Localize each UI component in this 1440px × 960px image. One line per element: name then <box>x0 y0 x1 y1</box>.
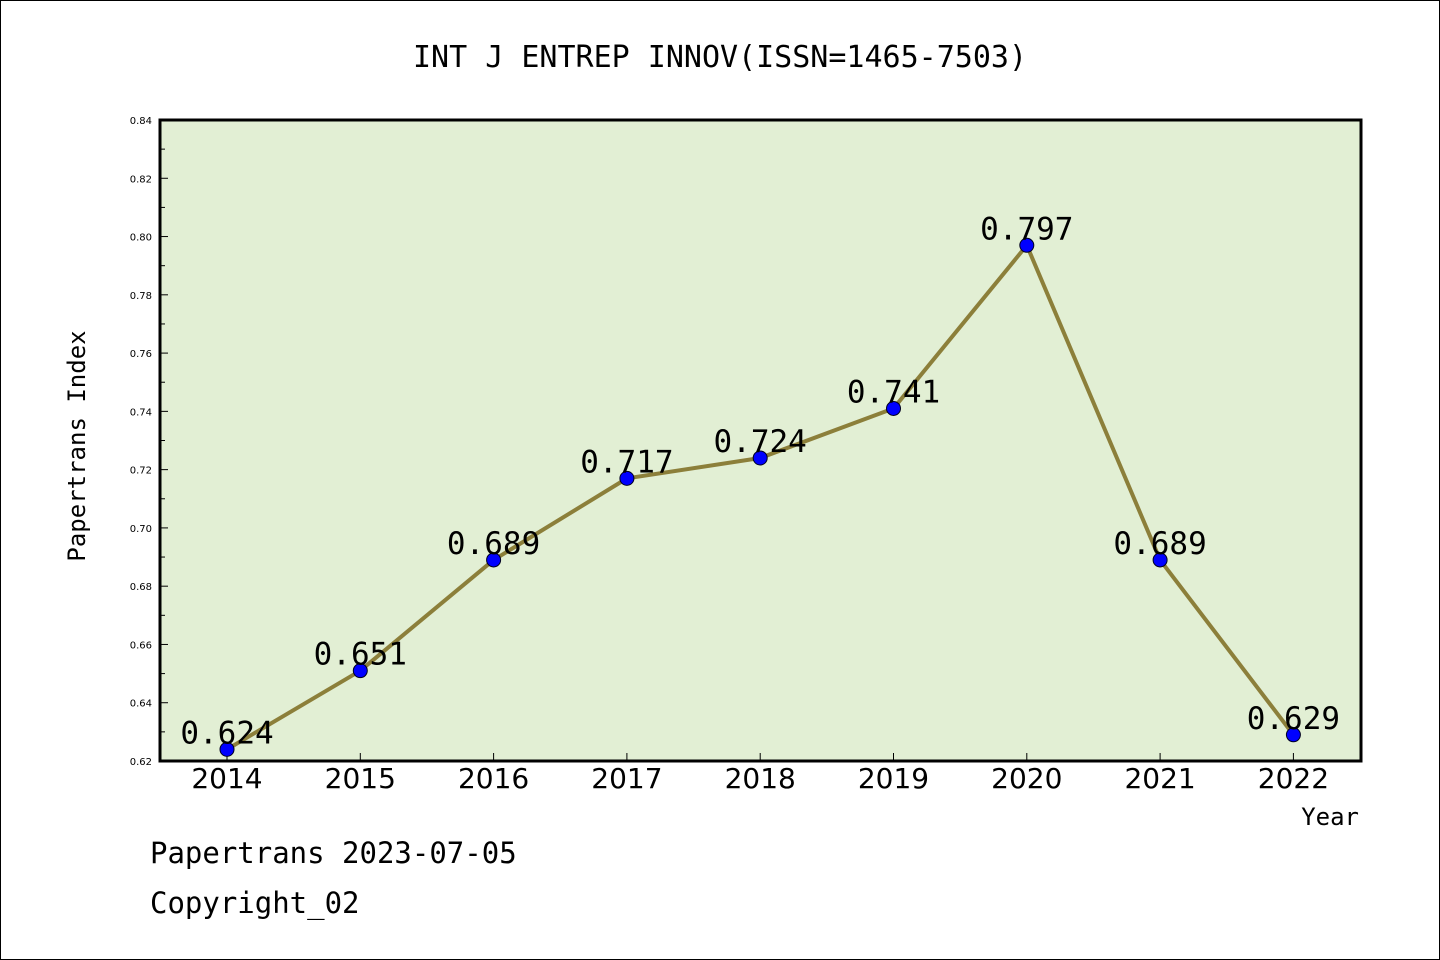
data-point <box>219 741 235 757</box>
y-tick-label: 0.74 <box>130 407 152 418</box>
x-tick-label: 2022 <box>1258 762 1329 795</box>
x-axis-label: Year <box>1301 803 1359 831</box>
data-point <box>752 450 768 466</box>
y-tick-label: 0.84 <box>130 116 152 127</box>
data-point <box>1152 552 1168 568</box>
data-label: 0.689 <box>1113 526 1206 562</box>
y-axis-label: Papertrans Index <box>63 330 91 561</box>
x-tick-label: 2020 <box>991 762 1062 795</box>
data-label: 0.741 <box>847 374 940 410</box>
y-tick-label: 0.78 <box>130 291 152 302</box>
data-label: 0.717 <box>580 444 673 480</box>
data-point <box>886 400 901 416</box>
y-tick-label: 0.70 <box>130 524 152 535</box>
data-label: 0.629 <box>1247 701 1340 737</box>
y-tick-label: 0.76 <box>130 349 152 360</box>
y-tick-label: 0.72 <box>130 466 152 477</box>
data-point <box>619 470 635 486</box>
y-tick-label: 0.64 <box>130 699 152 710</box>
x-tick-label: 2015 <box>325 762 396 795</box>
x-tick-label: 2014 <box>191 762 262 795</box>
plot-area <box>158 118 1363 763</box>
y-tick-label: 0.62 <box>130 757 152 768</box>
footer-copyright: Copyright_02 <box>150 886 360 921</box>
data-label: 0.651 <box>314 637 407 673</box>
y-tick-label: 0.68 <box>130 582 152 593</box>
chart-title: INT J ENTREP INNOV(ISSN=1465-7503) <box>413 40 1027 75</box>
data-label: 0.689 <box>447 526 540 562</box>
data-labels: 0.624 0.651 0.689 0.717 0.724 0.741 0.797 0.689… <box>180 211 1340 751</box>
footer-date: Papertrans 2023-07-05 <box>150 836 517 870</box>
data-label: 0.624 <box>180 715 273 751</box>
data-point <box>1019 237 1035 253</box>
x-tick-label: 2017 <box>591 762 662 795</box>
data-point <box>1285 727 1301 743</box>
x-tick-label: 2016 <box>458 762 529 795</box>
data-label: 0.724 <box>714 424 807 460</box>
data-point <box>486 552 502 568</box>
x-tick-label: 2021 <box>1124 762 1195 795</box>
x-tick-label: 2018 <box>725 762 796 795</box>
x-tick-label: 2019 <box>858 762 929 795</box>
data-markers <box>219 237 1301 757</box>
y-tick-label: 0.66 <box>130 640 152 651</box>
y-axis: 0.62 0.64 0.66 0.68 0.70 0.72 0.74 0.76 0.78 0.80… <box>130 116 168 768</box>
y-tick-label: 0.82 <box>130 174 152 185</box>
data-point <box>352 663 368 679</box>
x-axis: 2014 2015 2016 2017 2018 2019 2020 2021 2022 <box>191 753 1329 795</box>
data-label: 0.797 <box>980 211 1073 247</box>
y-tick-label: 0.80 <box>130 233 152 244</box>
